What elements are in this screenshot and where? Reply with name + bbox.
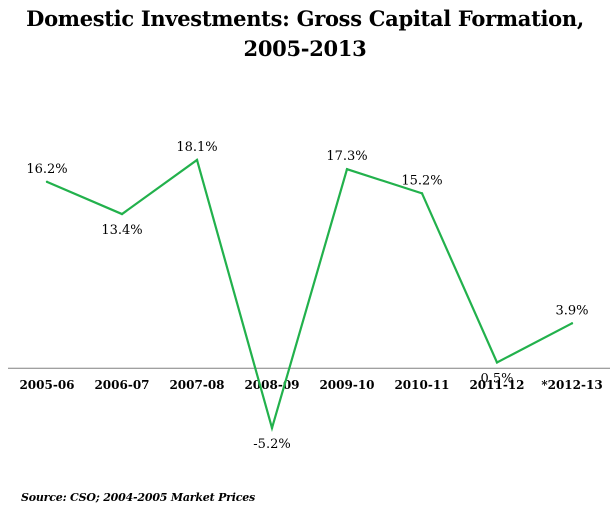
data-point: [570, 322, 574, 325]
source-note: Source: CSO; 2004-2005 Market Prices: [21, 491, 256, 504]
data-label: 16.2%: [26, 162, 67, 177]
data-point: [120, 212, 124, 216]
series-line: [46, 158, 573, 433]
data-label: 18.1%: [176, 140, 217, 155]
data-point: [420, 192, 424, 195]
data-point: [495, 361, 499, 364]
x-tick-label: 2006-07: [94, 378, 149, 392]
data-label: 17.3%: [326, 149, 367, 164]
data-label: -5.2%: [253, 437, 290, 452]
chart-title-line-2: 2005-2013: [243, 36, 367, 61]
chart-title: Domestic Investments: Gross Capital Form…: [0, 4, 610, 64]
x-tick-labels: 2005-06 2006-07 2007-08 2008-09 2009-10 2010-…: [19, 378, 602, 392]
x-tick-label: 2011-12: [469, 378, 524, 392]
x-tick-label: *2012-13: [541, 378, 602, 392]
data-point: [195, 158, 199, 162]
x-tick-label: 2007-08: [169, 378, 224, 392]
x-tick-label: 2009-10: [319, 378, 374, 392]
data-point: [345, 168, 349, 171]
data-label: 15.2%: [401, 173, 442, 188]
data-label: 3.9%: [555, 303, 588, 318]
data-labels: 16.2% 13.4% 18.1% -5.2% 17.3% 15.2% 0.5% 3.9%: [26, 140, 588, 452]
data-point: [45, 180, 49, 184]
x-tick-label: 2008-09: [244, 378, 299, 392]
data-label: 0.5%: [480, 371, 513, 386]
data-point: [270, 426, 274, 430]
chart-title-line-1: Domestic Investments: Gross Capital Form…: [26, 6, 584, 31]
data-label: 13.4%: [101, 223, 142, 238]
x-tick-label: 2010-11: [394, 378, 449, 392]
x-tick-label: 2005-06: [19, 378, 74, 392]
